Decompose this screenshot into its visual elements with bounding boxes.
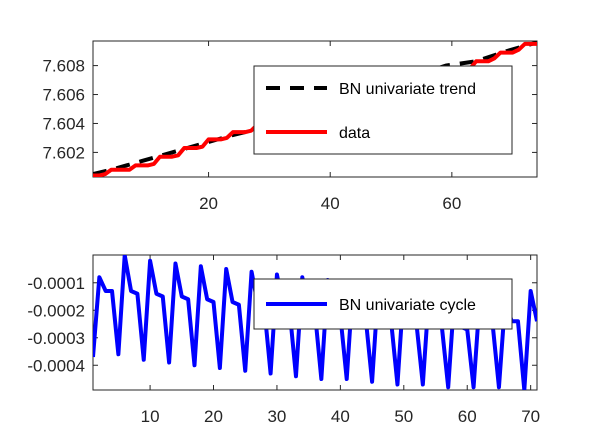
legend-label: BN univariate trend (339, 81, 476, 98)
y-tick-label: -0.0003 (27, 329, 85, 348)
x-tick-label: 10 (141, 407, 160, 426)
trend-chart-panel: 20 40 60 7.602 7.604 7.606 7.608 BN univariate … (42, 40, 538, 213)
legend-label: BN univariate cycle (339, 297, 476, 314)
y-tick-label: -0.0002 (27, 301, 85, 320)
y-tick-label: 7.608 (42, 57, 85, 76)
x-tick-label: 40 (321, 194, 340, 213)
y-tick-label: -0.0001 (27, 274, 85, 293)
x-tick-label: 20 (199, 194, 218, 213)
x-tick-label: 40 (331, 407, 350, 426)
y-tick-label: 7.602 (42, 143, 85, 162)
x-tick-label: 20 (204, 407, 223, 426)
x-tick-label: 30 (267, 407, 286, 426)
x-tick-label: 60 (442, 194, 461, 213)
cycle-chart-panel: 10 20 30 40 50 60 70 -0.0004 -0.0003 -0.0002 -0.00… (27, 254, 540, 426)
x-tick-label: 60 (458, 407, 477, 426)
y-tick-label: -0.0004 (27, 356, 85, 375)
legend-box (253, 65, 513, 155)
y-tick-label: 7.604 (42, 114, 85, 133)
y-tick-label: 7.606 (42, 86, 85, 105)
x-tick-label: 70 (521, 407, 540, 426)
legend-label: data (339, 125, 370, 142)
x-tick-label: 50 (394, 407, 413, 426)
